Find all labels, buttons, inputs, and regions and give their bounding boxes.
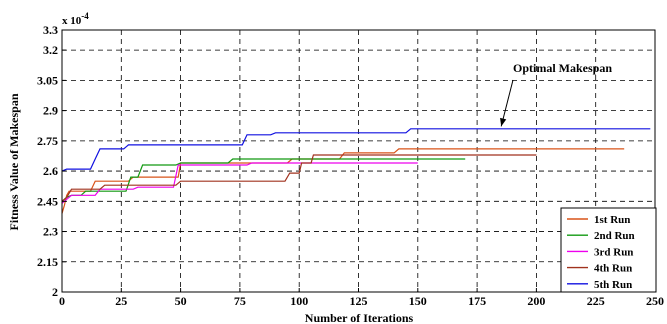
x-tick-label: 75 bbox=[234, 294, 246, 308]
series-line bbox=[61, 154, 537, 202]
series-line bbox=[61, 128, 651, 172]
y-tick-label: 3.3 bbox=[43, 23, 58, 37]
x-axis-label: Number of Iterations bbox=[305, 311, 414, 324]
tick-labels: 0 25 50 75 100 125 150 175 200 225 250 2 2.15 2.3 2.45… bbox=[37, 23, 664, 308]
x-tick-label: 250 bbox=[646, 294, 664, 308]
y-exponent-label: x 10-4 bbox=[62, 11, 89, 27]
annotation-arrowhead bbox=[500, 117, 507, 127]
legend-box bbox=[560, 207, 657, 293]
x-tick-label: 150 bbox=[409, 294, 427, 308]
legend: 1st Run 2nd Run 3rd Run 4th Run 5th Run bbox=[560, 207, 657, 293]
x-tick-label: 125 bbox=[350, 294, 368, 308]
series-layer bbox=[61, 128, 651, 214]
x-tick-label: 50 bbox=[175, 294, 187, 308]
x-tick-label: 100 bbox=[290, 294, 308, 308]
x-tick-label: 225 bbox=[587, 294, 605, 308]
y-tick-label: 3.05 bbox=[37, 73, 58, 87]
annotation: Optimal Makespan bbox=[500, 61, 612, 127]
legend-label: 1st Run bbox=[594, 214, 630, 226]
x-tick-label: 0 bbox=[59, 294, 65, 308]
y-tick-label: 2.75 bbox=[37, 134, 58, 148]
y-tick-label: 2.6 bbox=[43, 164, 58, 178]
annotation-text: Optimal Makespan bbox=[513, 61, 612, 75]
y-tick-label: 2 bbox=[52, 285, 58, 299]
series-line bbox=[61, 148, 625, 214]
y-tick-label: 2.45 bbox=[37, 194, 58, 208]
y-tick-label: 3.2 bbox=[43, 43, 58, 57]
y-tick-label: 2.3 bbox=[43, 225, 58, 239]
legend-label: 3rd Run bbox=[594, 246, 633, 258]
series-line bbox=[61, 162, 418, 204]
legend-label: 4th Run bbox=[594, 263, 632, 275]
x-tick-label: 175 bbox=[468, 294, 486, 308]
y-tick-label: 2.15 bbox=[37, 255, 58, 269]
x-tick-label: 25 bbox=[115, 294, 127, 308]
legend-label: 5th Run bbox=[594, 279, 632, 291]
y-axis-label: Fitness Value of Makespan bbox=[7, 93, 21, 230]
y-tick-label: 2.9 bbox=[43, 104, 58, 118]
series-line bbox=[61, 158, 466, 202]
legend-label: 2nd Run bbox=[594, 230, 635, 242]
grid bbox=[62, 30, 655, 292]
x-tick-label: 200 bbox=[527, 294, 545, 308]
